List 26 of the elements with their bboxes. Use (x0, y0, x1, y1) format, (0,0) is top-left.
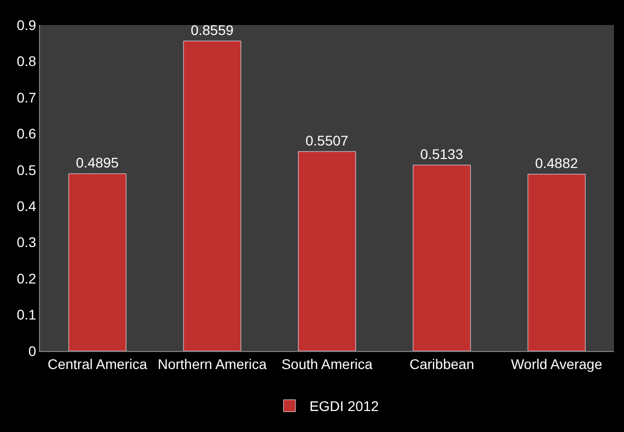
x-tick-label: Northern America (158, 356, 267, 372)
bar (183, 40, 242, 351)
x-tick-label: Caribbean (409, 356, 474, 372)
bar (68, 173, 126, 351)
y-tick-label: 0.5 (16, 162, 36, 178)
x-tick-label: South America (281, 356, 373, 372)
bar (298, 151, 356, 351)
y-tick-label: 0.4 (16, 198, 36, 214)
y-tick-label: 0.9 (16, 16, 36, 33)
bar (528, 174, 586, 351)
y-tick-label: 0 (28, 342, 36, 359)
legend-label: EGDI 2012 (310, 398, 379, 414)
x-tick-label: Central America (48, 356, 148, 372)
y-tick-label: 0.7 (16, 89, 36, 106)
y-tick-label: 0.3 (16, 234, 36, 250)
y-tick-label: 0.8 (16, 53, 36, 70)
data-label: 0.4895 (76, 154, 119, 171)
y-tick-label: 0.1 (16, 306, 36, 323)
bar (412, 164, 471, 351)
data-label: 0.5133 (420, 146, 464, 162)
y-tick-label: 0.2 (16, 270, 36, 286)
data-label: 0.8559 (190, 22, 234, 38)
y-tick-label: 0.6 (16, 126, 36, 142)
x-tick-label: World Average (510, 356, 602, 372)
data-label: 0.5507 (305, 132, 349, 149)
data-label: 0.4882 (535, 155, 578, 172)
